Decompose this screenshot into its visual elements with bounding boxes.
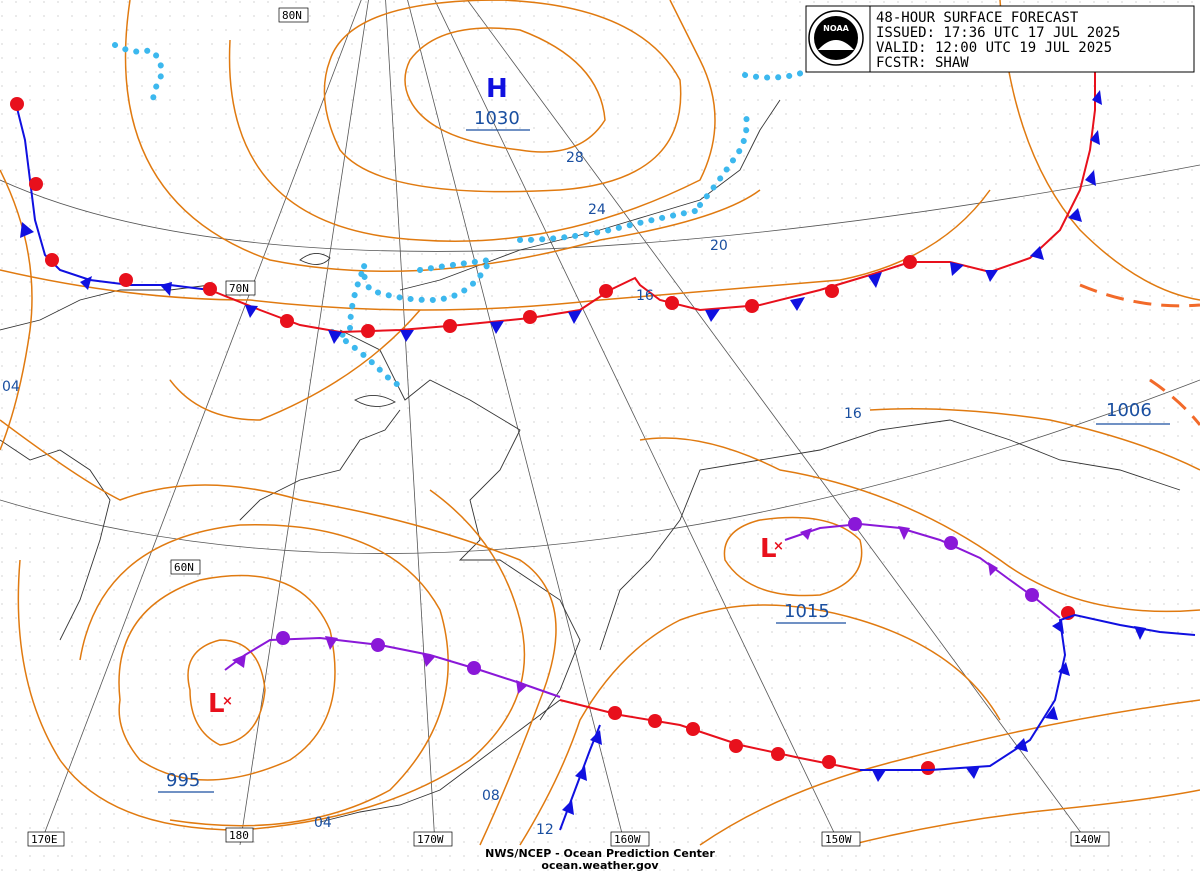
isobar-label-20: 20 xyxy=(710,238,728,254)
alaska-west-coast xyxy=(239,409,401,521)
isobar-label-04-west: 04 xyxy=(2,379,20,395)
kamchatka-coast xyxy=(0,439,111,641)
low-pressure-value-west: 995 xyxy=(166,770,200,791)
isobar-16-east xyxy=(869,408,1200,471)
isobar-995-outer xyxy=(79,523,449,827)
isobar-24 xyxy=(228,0,716,242)
trough-lines xyxy=(1079,283,1200,426)
graticule xyxy=(0,0,1200,846)
cold-front-south-short-triangles xyxy=(562,730,602,815)
st-lawrence-island xyxy=(354,395,396,407)
footer: NWS/NCEP - Ocean Prediction Center ocean… xyxy=(485,847,715,872)
occluded-front-east-symbols xyxy=(800,517,1039,602)
ice-edge-north-2 xyxy=(697,107,750,208)
high-pressure-symbol: H xyxy=(486,74,508,104)
header-issued: ISSUED: 17:36 UTC 17 JUL 2025 xyxy=(876,25,1120,41)
isobar-04-west xyxy=(0,169,33,451)
header-title: 48-HOUR SURFACE FORECAST xyxy=(876,10,1079,26)
isobar-central xyxy=(169,309,421,421)
isobar-16-north xyxy=(0,189,991,311)
isobar-20 xyxy=(124,0,761,272)
warm-front-west-semicircles xyxy=(10,97,133,287)
low-pressure-value-east: 1015 xyxy=(784,601,830,622)
meridian-150w xyxy=(434,0,841,846)
low-pressure-x-east: × xyxy=(773,539,784,554)
trough-line-2 xyxy=(1149,378,1200,426)
ice-edge-northwest xyxy=(112,42,165,108)
isobars xyxy=(0,0,1200,846)
alaska-interior-coast xyxy=(339,329,581,721)
fronts xyxy=(10,70,1196,831)
label-70n: 70N xyxy=(229,282,249,295)
forecast-header: NOAA 48-HOUR SURFACE FORECAST ISSUED: 17… xyxy=(805,5,1195,73)
footer-org: NWS/NCEP - Ocean Prediction Center xyxy=(485,847,715,860)
label-140w: 140W xyxy=(1074,833,1101,846)
isobar-south-east-2 xyxy=(849,789,1200,846)
isobar-04-south xyxy=(17,489,526,831)
occluded-front-west-symbols xyxy=(232,631,528,694)
isobar-east-big xyxy=(999,0,1200,301)
noaa-logo: NOAA xyxy=(808,10,864,66)
meridian-140w xyxy=(466,0,1091,846)
cold-front-east xyxy=(860,613,1196,771)
label-60n: 60N xyxy=(174,561,194,574)
high-pressure-value: 1030 xyxy=(474,108,520,129)
ice-edge-north-3 xyxy=(517,207,703,243)
isobar-label-08: 08 xyxy=(482,788,500,804)
stationary-front-triangles xyxy=(245,90,1102,344)
isobar-label-16-east: 16 xyxy=(844,406,862,422)
label-170w: 170W xyxy=(417,833,444,846)
isobar-label-12: 12 xyxy=(536,822,554,838)
isobar-label-28: 28 xyxy=(566,150,584,166)
footer-url: ocean.weather.gov xyxy=(541,859,659,872)
isobar-label-04-south: 04 xyxy=(314,815,332,831)
header-valid: VALID: 12:00 UTC 19 JUL 2025 xyxy=(876,40,1112,56)
isobar-1015-outer xyxy=(639,437,1200,613)
low-pressure-x-west: × xyxy=(222,694,233,709)
noaa-logo-text: NOAA xyxy=(823,24,849,33)
isobar-south-east xyxy=(699,699,1200,846)
label-170e: 170E xyxy=(31,833,58,846)
isobar-995-inner xyxy=(187,639,266,746)
isobar-label-24: 24 xyxy=(588,202,606,218)
isobar-08 xyxy=(0,419,557,846)
isobar-labels: 28 24 20 16 16 04 04 08 12 xyxy=(2,150,862,838)
stationary-front-semicircles xyxy=(203,255,917,338)
latitude-line-60n xyxy=(0,379,1200,554)
chukotka-coast xyxy=(0,284,211,331)
latitude-line-70n xyxy=(0,164,1200,252)
isobar-995-mid xyxy=(118,574,336,781)
meridian-170w xyxy=(385,0,436,846)
cold-front-east-triangles xyxy=(872,620,1146,782)
aleutian-chain xyxy=(319,699,561,823)
header-forecaster: FCSTR: SHAW xyxy=(876,55,969,71)
isobar-1015-center xyxy=(723,516,863,597)
warm-front-south-semicircles xyxy=(608,606,1075,775)
isobar-label-16-north: 16 xyxy=(636,288,654,304)
low-pressure-symbol-west: L xyxy=(208,689,225,719)
coastlines xyxy=(0,99,1181,823)
isobar-12 xyxy=(519,604,1001,846)
pressure-value-far-east: 1006 xyxy=(1106,400,1152,421)
pressure-centers: H 1030 L × 995 L × 1015 1006 xyxy=(158,74,1170,793)
meridian-160w xyxy=(407,0,626,846)
ice-edge-central xyxy=(327,256,496,388)
alaska-north-slope xyxy=(399,99,781,291)
wrangel-island xyxy=(299,253,331,265)
graticule-labels: 80N 70N 60N 170E 180 170W 160W 150W 140W xyxy=(27,7,1110,847)
label-150w: 150W xyxy=(825,833,852,846)
label-80n: 80N xyxy=(282,9,302,22)
isobar-28 xyxy=(323,0,682,193)
cold-front-west-triangles xyxy=(20,222,172,296)
label-160w: 160W xyxy=(614,833,641,846)
isobar-high-inner xyxy=(404,27,606,153)
label-180: 180 xyxy=(229,829,249,842)
meridian-170e xyxy=(39,0,362,846)
alaska-south-coast xyxy=(599,419,1181,651)
meridian-180 xyxy=(239,0,369,846)
low-pressure-symbol-east: L xyxy=(760,534,777,564)
trough-line-1 xyxy=(1079,283,1200,308)
